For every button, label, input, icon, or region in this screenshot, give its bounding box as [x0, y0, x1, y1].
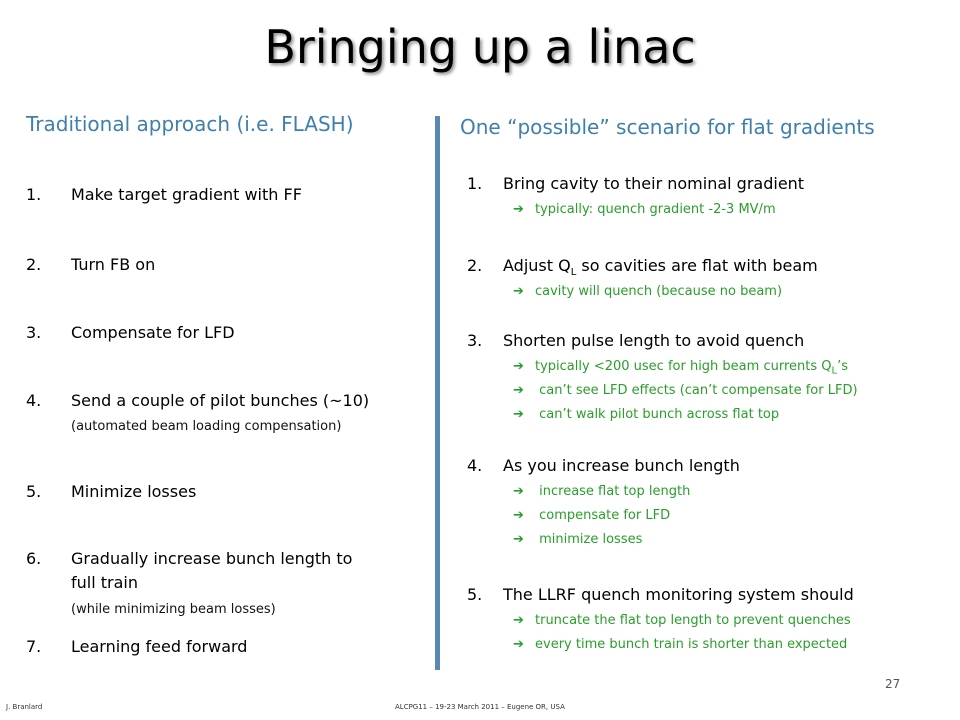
item-text: Minimize losses [71, 482, 197, 501]
item-number: 7. [26, 637, 42, 656]
item-number: 1. [467, 174, 483, 193]
right-subitem: ➔ every time bunch train is shorter than … [513, 636, 847, 653]
item-text: Shorten pulse length to avoid quench [503, 331, 805, 350]
right-subitem: ➔ can’t walk pilot bunch across flat top [513, 406, 779, 423]
item-number: 2. [26, 255, 42, 274]
right-subitem: ➔ typically: quench gradient -2-3 MV/m [513, 201, 776, 218]
right-arrow-icon: ➔ [513, 637, 524, 652]
footer-conference: ALCPG11 – 19-23 March 2011 – Eugene OR, … [395, 703, 565, 711]
subitem-text: cavity will quench (because no beam) [535, 284, 783, 299]
right-arrow-icon: ➔ [513, 484, 524, 499]
item-number: 2. [467, 256, 483, 275]
subitem-text: truncate the flat top length to prevent … [535, 613, 851, 628]
subitem-text: typically: quench gradient -2-3 MV/m [535, 202, 776, 217]
right-arrow-icon: ➔ [513, 202, 524, 217]
right-subitem: ➔ truncate the flat top length to prevent… [513, 612, 851, 629]
item-text: Bring cavity to their nominal gradient [503, 174, 805, 193]
right-arrow-icon: ➔ [513, 613, 524, 628]
right-subitem: ➔ cavity will quench (because no beam) [513, 283, 782, 300]
subitem-text: typically <200 usec for high beam curren… [535, 359, 848, 377]
item-text-continued: full train [71, 573, 138, 592]
right-arrow-icon: ➔ [513, 383, 524, 398]
right-heading: One “possible” scenario for flat gradien… [460, 115, 875, 139]
right-arrow-icon: ➔ [513, 284, 524, 299]
subitem-text: increase flat top length [535, 484, 691, 499]
item-text: Make target gradient with FF [71, 185, 302, 204]
subitem-text-part: ’s [837, 359, 848, 374]
subscript: L [570, 267, 577, 279]
item-text: Turn FB on [71, 255, 156, 274]
right-arrow-icon: ➔ [513, 508, 524, 523]
right-arrow-icon: ➔ [513, 359, 524, 374]
right-subitem: ➔ minimize losses [513, 531, 642, 548]
item-text-part: Adjust Q [503, 256, 571, 275]
item-number: 3. [467, 331, 483, 350]
page-number: 27 [885, 677, 901, 691]
item-text-part: so cavities are flat with beam [576, 256, 818, 275]
slide-title: Bringing up a linac [264, 20, 696, 74]
right-subitem: ➔ can’t see LFD effects (can’t compensat… [513, 382, 858, 399]
item-text: Adjust QL so cavities are flat with beam [503, 254, 818, 285]
item-number: 6. [26, 549, 42, 568]
right-subitem: ➔ increase flat top length [513, 483, 690, 500]
item-number: 4. [467, 456, 483, 475]
right-subitem: ➔ compensate for LFD [513, 507, 670, 524]
right-subitem: ➔ typically <200 usec for high beam curre… [513, 358, 848, 380]
subitem-text: can’t see LFD effects (can’t compensate … [535, 383, 858, 398]
item-text: Send a couple of pilot bunches (~10) [71, 391, 370, 410]
item-text: Learning feed forward [71, 637, 248, 656]
item-text: Compensate for LFD [71, 323, 235, 342]
item-note: (automated beam loading compensation) [71, 419, 342, 434]
subitem-text: compensate for LFD [535, 508, 671, 523]
item-number: 4. [26, 391, 42, 410]
subitem-text: every time bunch train is shorter than e… [535, 637, 848, 652]
item-number: 5. [467, 585, 483, 604]
subitem-text: can’t walk pilot bunch across flat top [535, 407, 780, 422]
subitem-text: minimize losses [535, 532, 643, 547]
column-divider [435, 116, 440, 670]
item-number: 1. [26, 185, 42, 204]
item-number: 5. [26, 482, 42, 501]
item-note: (while minimizing beam losses) [71, 602, 276, 617]
item-text: As you increase bunch length [503, 456, 740, 475]
item-text: Gradually increase bunch length to [71, 549, 353, 568]
subitem-text-part: typically <200 usec for high beam curren… [535, 359, 832, 374]
right-arrow-icon: ➔ [513, 532, 524, 547]
item-text: The LLRF quench monitoring system should [503, 585, 854, 604]
left-heading: Traditional approach (i.e. FLASH) [26, 112, 354, 136]
right-arrow-icon: ➔ [513, 407, 524, 422]
subscript: L [831, 365, 838, 377]
footer-author: J. Branlard [6, 703, 43, 711]
item-number: 3. [26, 323, 42, 342]
